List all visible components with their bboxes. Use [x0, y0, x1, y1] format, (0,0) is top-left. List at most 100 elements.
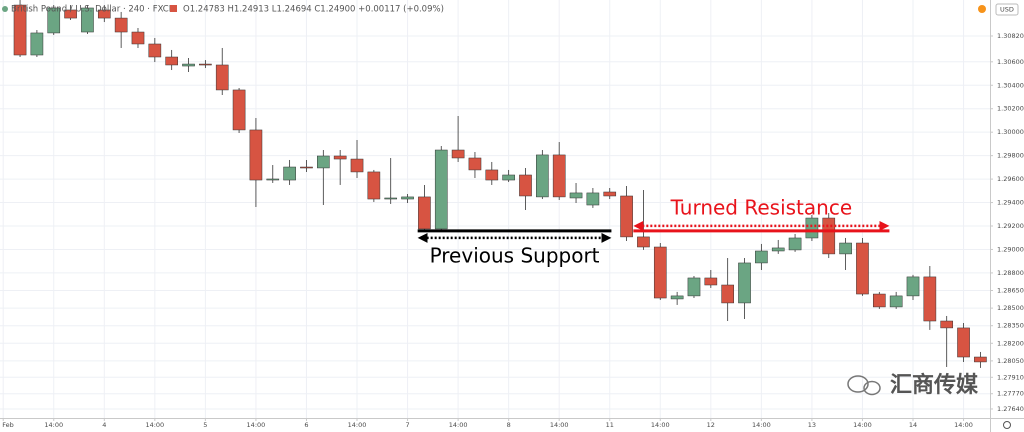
watermark-icon: [863, 380, 881, 396]
candle-body: [586, 192, 600, 206]
candle-body: [300, 166, 313, 169]
watermark: 汇商传媒: [847, 372, 979, 398]
candle-body: [47, 7, 61, 34]
candles: [13, 0, 987, 368]
candle-body: [114, 17, 128, 33]
y-tick-label: 1.27640: [997, 405, 1024, 413]
candle-body: [957, 327, 970, 358]
y-tick-label: 1.29600: [997, 175, 1024, 183]
candle-body: [182, 63, 195, 67]
status-dot: [2, 6, 8, 12]
x-tick-label: 14:00: [853, 421, 872, 429]
candle-body: [637, 236, 650, 248]
y-tick-label: 1.27910: [997, 373, 1024, 381]
annotation-label: Turned Resistance: [670, 195, 853, 219]
x-tick-label: 14:00: [44, 421, 63, 429]
candle-body: [620, 195, 633, 238]
candle-body: [856, 242, 869, 295]
candle-body: [906, 276, 920, 297]
x-tick-label: 4: [102, 421, 106, 429]
candle-body: [788, 237, 802, 251]
candle-body: [552, 154, 566, 198]
candle-body: [738, 262, 751, 304]
candle-body: [13, 4, 27, 56]
x-tick-label: 12: [707, 421, 715, 429]
candle-body: [889, 295, 903, 308]
candle-body: [519, 174, 532, 197]
x-tick-label: Feb: [2, 421, 14, 429]
y-tick-label: 1.30820: [997, 32, 1024, 40]
x-tick-label: 11: [606, 421, 614, 429]
market-icon: [170, 5, 177, 12]
y-tick-label: 1.28200: [997, 339, 1024, 347]
candle-body: [81, 7, 94, 33]
axes: 1.30820 1.30600 1.30400 1.30200 1.30000 1.298…: [2, 32, 1024, 429]
candle-body: [653, 246, 667, 299]
candle-body: [603, 191, 617, 197]
x-tick-label: 14:00: [145, 421, 164, 429]
y-tick-label: 1.29200: [997, 222, 1024, 230]
candle-body: [468, 157, 482, 171]
x-tick-label: 14:00: [954, 421, 973, 429]
y-tick-label: 1.27770: [997, 390, 1024, 398]
candle-body: [249, 129, 263, 181]
candle-body: [755, 250, 768, 264]
x-tick-label: 5: [203, 421, 207, 429]
x-tick-label: 14:00: [449, 421, 468, 429]
y-tick-label: 1.28800: [997, 269, 1024, 277]
alert-icon[interactable]: [978, 5, 986, 13]
x-tick-label: 8: [507, 421, 511, 429]
annotations: Previous Support Turned Resistance: [417, 195, 890, 267]
candle-body: [872, 293, 886, 308]
x-tick-label: 13: [808, 421, 816, 429]
x-tick-label: 14: [909, 421, 917, 429]
ohlc-readout: O1.24783 H1.24913 L1.24694 C1.24900 +0.0…: [183, 5, 444, 15]
candle-body: [569, 192, 583, 199]
candle-body: [451, 149, 465, 159]
x-tick-label: 14:00: [550, 421, 569, 429]
candle-body: [232, 89, 246, 131]
y-tick-label: 1.29000: [997, 245, 1024, 253]
y-tick-label: 1.30000: [997, 128, 1024, 136]
candle-body: [502, 174, 515, 181]
candle-body: [97, 9, 111, 19]
y-tick-label: 1.29400: [997, 199, 1024, 207]
y-tick-label: 1.28350: [997, 322, 1024, 330]
candle-body: [401, 196, 414, 200]
candle-body: [317, 155, 330, 169]
currency: USD: [1000, 6, 1014, 14]
candle-body: [384, 197, 398, 200]
y-tick-label: 1.30400: [997, 81, 1024, 89]
symbol: British Pound / U.S. Dollar · 240 · FXCM: [11, 5, 176, 15]
x-tick-label: 14:00: [651, 421, 670, 429]
candle-body: [434, 149, 448, 230]
candle-body: [30, 32, 44, 56]
y-tick-label: 1.29800: [997, 152, 1024, 160]
settings-icon[interactable]: [1003, 421, 1011, 429]
candle-body: [64, 9, 77, 19]
candle-body: [199, 63, 212, 66]
x-tick-label: 6: [304, 421, 308, 429]
y-tick-label: 1.30600: [997, 58, 1024, 66]
candle-body: [923, 276, 937, 322]
candle-body: [839, 242, 852, 255]
candle-body: [266, 178, 280, 181]
y-tick-label: 1.28650: [997, 287, 1024, 295]
candle-body: [536, 154, 549, 198]
candle-body: [974, 356, 987, 363]
x-tick-label: 14:00: [752, 421, 771, 429]
candle-body: [704, 277, 718, 286]
candle-body: [805, 217, 819, 239]
currency-badge[interactable]: [995, 3, 1019, 16]
candle-body: [131, 31, 145, 45]
candle-body: [283, 166, 296, 181]
x-tick-label: 14:00: [348, 421, 367, 429]
candle-body: [940, 320, 954, 329]
candle-body: [165, 56, 178, 66]
x-tick-label: 14:00: [247, 421, 266, 429]
y-tick-label: 1.28050: [997, 357, 1024, 365]
candle-body: [771, 247, 785, 252]
y-tick-label: 1.28500: [997, 304, 1024, 312]
candle-body: [367, 171, 381, 200]
